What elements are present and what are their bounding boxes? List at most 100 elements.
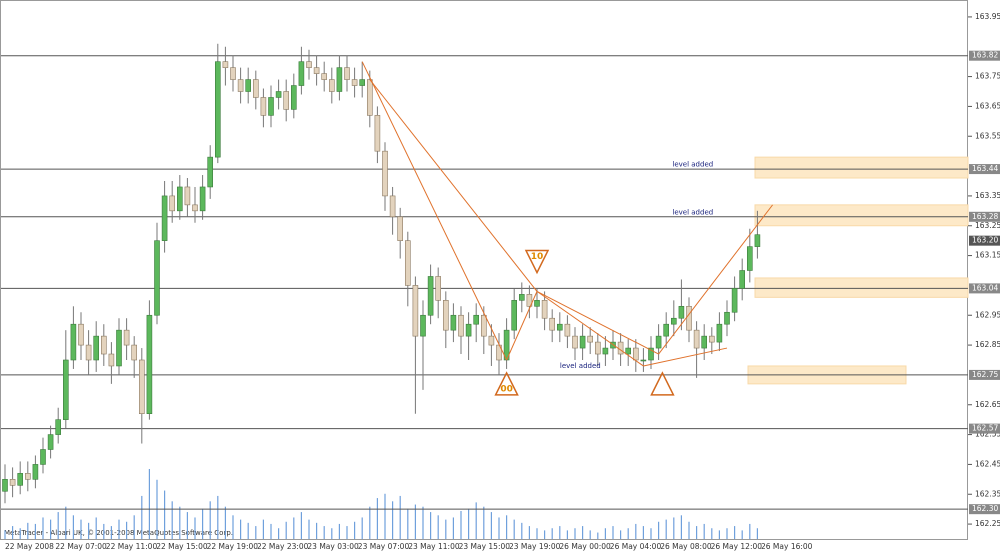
volume-bar	[42, 517, 44, 539]
trendline	[643, 347, 728, 367]
candle-body	[199, 186, 206, 212]
y-tick-label: 162.55	[975, 430, 1000, 439]
level-label: 163.04	[972, 283, 998, 292]
volume-bar	[293, 517, 295, 539]
candle-body	[366, 79, 373, 116]
candle-body	[701, 335, 708, 349]
candle-body	[85, 344, 92, 361]
trendline	[361, 61, 508, 361]
candle-body	[268, 97, 274, 116]
candle-body	[746, 246, 753, 271]
candle-body	[154, 240, 160, 316]
candle-body	[404, 240, 411, 286]
volume-bar	[376, 498, 378, 539]
candle-body	[534, 300, 540, 307]
x-tick-label: 22 May 11:00	[106, 542, 158, 551]
candle-body	[458, 314, 464, 337]
candle-body	[686, 305, 692, 331]
zone	[754, 156, 969, 179]
volume-bar	[392, 501, 394, 539]
candle-body	[313, 67, 320, 74]
volume-bar	[490, 512, 492, 539]
volume-bar	[133, 515, 135, 539]
volume-bar	[566, 530, 568, 539]
volume-bar	[369, 506, 371, 539]
volume-bar	[734, 526, 736, 539]
x-tick-label: 23 May 07:00	[358, 542, 410, 551]
volume-bar	[399, 495, 401, 539]
candle-body	[632, 347, 639, 361]
x-tick-label: 23 May 11:00	[408, 542, 460, 551]
candle-body	[663, 323, 670, 337]
volume-bar	[756, 528, 758, 539]
x-tick-label: 22 May 2008	[5, 542, 54, 551]
volume-bar	[703, 523, 705, 539]
candle-body	[139, 359, 145, 415]
level-label-box	[969, 50, 1000, 61]
candle-body	[32, 464, 39, 480]
volume-bar	[80, 519, 82, 539]
candle-body	[594, 341, 601, 355]
volume-bar	[528, 526, 530, 539]
candle-body	[397, 216, 404, 241]
candle-body	[450, 314, 457, 331]
x-tick-label: 26 May 00:00	[559, 542, 611, 551]
volume-bar	[468, 508, 470, 539]
x-tick-label: 26 May 16:00	[761, 542, 813, 551]
candle-body	[131, 344, 137, 361]
candle-body	[648, 347, 654, 361]
volume-bar	[72, 515, 74, 539]
candle-body	[465, 323, 472, 337]
volume-bar	[726, 528, 728, 539]
volume-bar	[255, 526, 257, 539]
candle-body	[253, 79, 259, 98]
candle-body	[93, 335, 99, 361]
volume-bar	[407, 508, 409, 539]
trendline	[536, 290, 659, 355]
x-tick-label: 22 May 07:00	[55, 542, 107, 551]
candle-body	[344, 67, 350, 80]
y-tick-label: 163.65	[975, 101, 1000, 110]
candle-body	[146, 314, 153, 414]
volume-bar	[278, 528, 280, 539]
level-label-box	[969, 423, 1000, 434]
volume-bar	[430, 512, 432, 539]
annotation: level added	[672, 208, 713, 216]
candle-body	[70, 323, 77, 361]
level-label: 162.75	[972, 370, 998, 379]
candle-body	[374, 115, 381, 152]
volume-bar	[232, 515, 234, 539]
level-label-box	[969, 283, 1000, 294]
volume-bar	[521, 522, 523, 539]
candle-body	[55, 419, 62, 435]
volume-bar	[559, 526, 561, 539]
volume-bar	[506, 515, 508, 539]
volume-bar	[551, 528, 553, 539]
volume-bar	[361, 517, 363, 539]
level-label: 163.82	[972, 51, 998, 60]
annotation: level added	[560, 362, 601, 370]
x-tick-label: 22 May 19:00	[207, 542, 259, 551]
level-label-box	[969, 164, 1000, 175]
candle-body	[275, 91, 282, 98]
volume-bar	[718, 530, 720, 539]
candle-body	[192, 204, 198, 212]
y-tick-label: 162.35	[975, 489, 1000, 498]
volume-bar	[749, 523, 751, 539]
level-label-box	[969, 369, 1000, 380]
volume-bar	[126, 521, 128, 539]
y-tick-label: 162.25	[975, 519, 1000, 528]
candle-body	[435, 276, 442, 301]
candle-body	[511, 300, 518, 331]
y-tick-label: 163.35	[975, 191, 1000, 200]
candle-body	[556, 323, 563, 331]
volume-bar	[475, 502, 477, 539]
candle-body	[587, 335, 594, 343]
volume-bar	[179, 506, 181, 539]
volume-bar	[148, 469, 150, 539]
candle-body	[78, 323, 84, 346]
candle-body	[412, 285, 419, 337]
candle-body	[724, 311, 730, 325]
last-price-label: 163.20	[972, 236, 998, 245]
